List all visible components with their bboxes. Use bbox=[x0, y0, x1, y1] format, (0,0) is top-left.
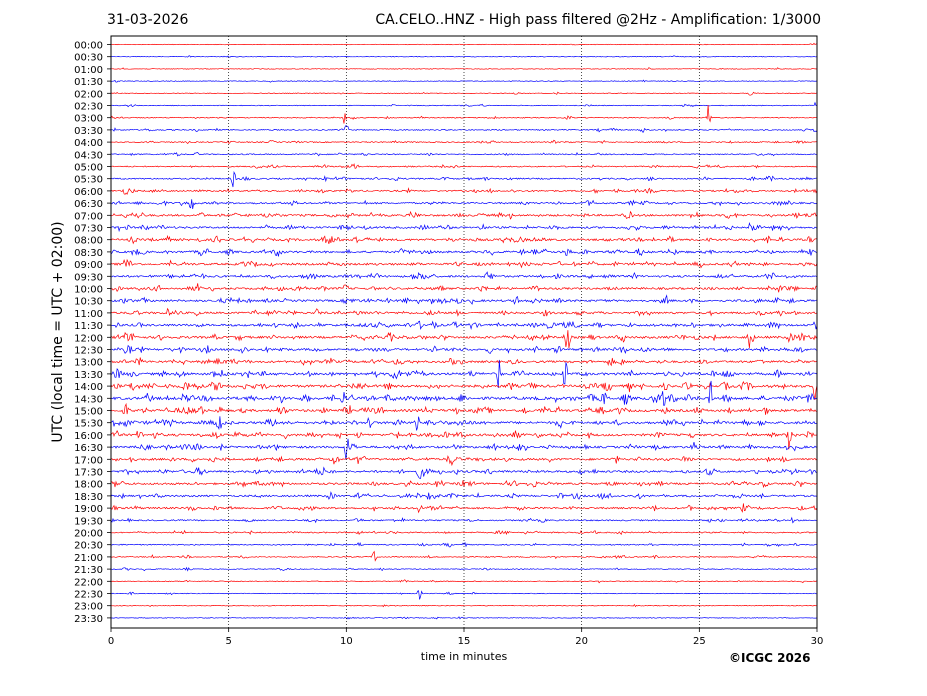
trace-2230 bbox=[110, 590, 818, 600]
y-tick-label: 05:00 bbox=[74, 163, 103, 174]
x-tick-label: 25 bbox=[693, 636, 706, 647]
trace-0530 bbox=[110, 170, 818, 188]
y-tick-label: 15:00 bbox=[74, 407, 103, 418]
x-tick-label: 0 bbox=[108, 636, 114, 647]
y-tick-label: 02:30 bbox=[74, 102, 103, 113]
chart-date: 31-03-2026 bbox=[107, 12, 189, 28]
y-tick-label: 23:30 bbox=[74, 614, 103, 625]
trace-2000 bbox=[110, 529, 817, 536]
y-tick-label: 09:00 bbox=[74, 260, 103, 271]
y-tick-label: 19:30 bbox=[74, 516, 103, 527]
y-tick-label: 16:00 bbox=[74, 431, 103, 442]
x-ticks-group: 0 5 10 15 20 25 30 bbox=[108, 628, 824, 647]
y-tick-label: 14:30 bbox=[74, 394, 103, 405]
x-axis-label: time in minutes bbox=[421, 650, 508, 663]
trace-0030 bbox=[110, 55, 818, 58]
grid-group bbox=[228, 36, 700, 628]
x-tick-label: 5 bbox=[225, 636, 231, 647]
trace-0600 bbox=[110, 187, 818, 195]
y-tick-label: 00:00 bbox=[74, 41, 103, 52]
trace-1700 bbox=[110, 455, 818, 467]
trace-1730 bbox=[110, 466, 818, 479]
chart-title: CA.CELO..HNZ - High pass filtered @2Hz -… bbox=[375, 12, 821, 28]
y-tick-label: 15:30 bbox=[74, 419, 103, 430]
y-tick-label: 05:30 bbox=[74, 175, 103, 186]
y-tick-label: 11:00 bbox=[74, 309, 103, 320]
y-tick-label: 10:00 bbox=[74, 285, 103, 296]
y-tick-label: 21:00 bbox=[74, 553, 103, 564]
trace-1300 bbox=[110, 357, 818, 367]
y-tick-label: 23:00 bbox=[74, 602, 103, 613]
y-tick-label: 17:30 bbox=[74, 468, 103, 479]
trace-1930 bbox=[110, 516, 817, 524]
y-tick-label: 07:00 bbox=[74, 211, 103, 222]
y-tick-label: 08:00 bbox=[74, 236, 103, 247]
y-tick-label: 04:30 bbox=[74, 150, 103, 161]
y-tick-label: 13:00 bbox=[74, 358, 103, 369]
trace-2300 bbox=[110, 603, 818, 608]
trace-1030 bbox=[110, 294, 818, 305]
y-tick-label: 17:00 bbox=[74, 455, 103, 466]
y-tick-label: 04:00 bbox=[74, 138, 103, 149]
y-tick-label: 03:00 bbox=[74, 114, 103, 125]
x-tick-label: 10 bbox=[340, 636, 353, 647]
y-tick-label: 21:30 bbox=[74, 565, 103, 576]
y-tick-label: 22:30 bbox=[74, 590, 103, 601]
y-tick-label: 02:00 bbox=[74, 89, 103, 100]
y-tick-label: 16:30 bbox=[74, 443, 103, 454]
trace-2200 bbox=[110, 579, 817, 584]
y-tick-label: 13:30 bbox=[74, 370, 103, 381]
y-tick-label: 12:30 bbox=[74, 346, 103, 357]
y-tick-label: 08:30 bbox=[74, 248, 103, 259]
y-tick-label: 01:00 bbox=[74, 65, 103, 76]
y-tick-label: 18:30 bbox=[74, 492, 103, 503]
y-tick-label: 20:00 bbox=[74, 529, 103, 540]
trace-2130 bbox=[110, 566, 818, 572]
y-tick-label: 00:30 bbox=[74, 53, 103, 64]
trace-2030 bbox=[110, 541, 818, 548]
trace-0230 bbox=[110, 101, 818, 108]
trace-2100 bbox=[110, 550, 818, 562]
trace-1000 bbox=[110, 283, 818, 293]
y-tick-label: 07:30 bbox=[74, 224, 103, 235]
x-tick-label: 30 bbox=[811, 636, 824, 647]
trace-1100 bbox=[110, 307, 818, 317]
y-tick-label: 03:30 bbox=[74, 126, 103, 137]
y-tick-label: 22:00 bbox=[74, 577, 103, 588]
x-tick-label: 20 bbox=[575, 636, 588, 647]
y-tick-label: 01:30 bbox=[74, 77, 103, 88]
plot-frame bbox=[110, 35, 818, 629]
trace-0000 bbox=[110, 42, 818, 46]
y-tick-label: 10:30 bbox=[74, 297, 103, 308]
y-tick-label: 09:30 bbox=[74, 272, 103, 283]
trace-0630 bbox=[110, 199, 818, 210]
y-axis-label: UTC (local time = UTC + 02:00) bbox=[50, 221, 66, 442]
y-tick-label: 20:30 bbox=[74, 541, 103, 552]
x-tick-label: 15 bbox=[458, 636, 471, 647]
copyright-label: ©ICGC 2026 bbox=[729, 651, 811, 665]
trace-0730 bbox=[110, 221, 818, 233]
y-tick-label: 12:00 bbox=[74, 333, 103, 344]
y-tick-label: 06:30 bbox=[74, 199, 103, 210]
trace-1400 bbox=[110, 380, 818, 400]
trace-0700 bbox=[110, 210, 818, 220]
y-tick-label: 14:00 bbox=[74, 382, 103, 393]
y-tick-label: 18:00 bbox=[74, 480, 103, 491]
y-tick-label: 19:00 bbox=[74, 504, 103, 515]
trace-2330 bbox=[110, 616, 818, 620]
trace-0500 bbox=[110, 163, 818, 169]
y-tick-label: 06:00 bbox=[74, 187, 103, 198]
trace-1230 bbox=[110, 344, 818, 354]
y-tick-label: 11:30 bbox=[74, 321, 103, 332]
